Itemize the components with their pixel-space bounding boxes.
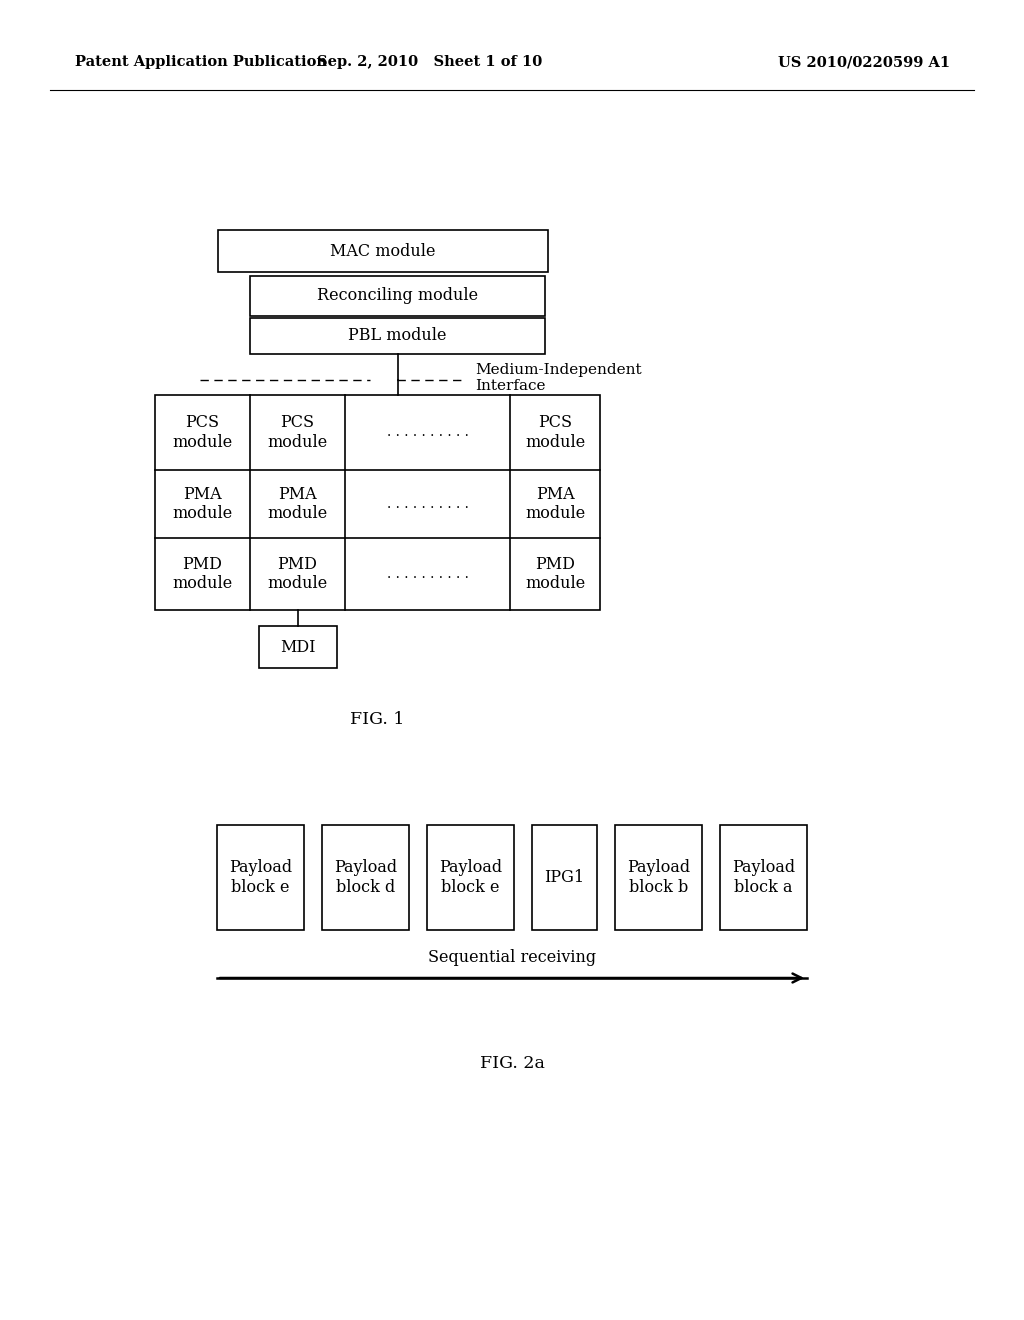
Text: . . . . . . . . . .: . . . . . . . . . . (387, 568, 468, 581)
Text: PMA
module: PMA module (525, 486, 585, 523)
Text: Sep. 2, 2010   Sheet 1 of 10: Sep. 2, 2010 Sheet 1 of 10 (317, 55, 543, 69)
Text: FIG. 2a: FIG. 2a (479, 1055, 545, 1072)
Text: MAC module: MAC module (331, 243, 436, 260)
Bar (250, 276, 545, 315)
Text: Medium-Independent
Interface: Medium-Independent Interface (475, 363, 642, 393)
Text: PMA
module: PMA module (172, 486, 232, 523)
Bar (615, 825, 702, 931)
Text: Patent Application Publication: Patent Application Publication (75, 55, 327, 69)
Bar (720, 825, 807, 931)
Text: PMD
module: PMD module (267, 556, 328, 593)
Bar (218, 230, 548, 272)
Text: Payload
block d: Payload block d (334, 859, 397, 896)
Bar (250, 318, 545, 354)
Text: Payload
block e: Payload block e (439, 859, 502, 896)
Text: . . . . . . . . . .: . . . . . . . . . . (387, 498, 468, 511)
Text: PMD
module: PMD module (525, 556, 585, 593)
Text: MDI: MDI (280, 639, 315, 656)
Text: PCS
module: PCS module (267, 414, 328, 451)
Text: Reconciling module: Reconciling module (317, 288, 478, 305)
Text: PCS
module: PCS module (525, 414, 585, 451)
Text: Payload
block b: Payload block b (627, 859, 690, 896)
Text: PMA
module: PMA module (267, 486, 328, 523)
Bar (258, 626, 337, 668)
Text: PMD
module: PMD module (172, 556, 232, 593)
Text: US 2010/0220599 A1: US 2010/0220599 A1 (778, 55, 950, 69)
Bar (217, 825, 304, 931)
Text: PBL module: PBL module (348, 327, 446, 345)
Bar (322, 825, 409, 931)
Bar (532, 825, 597, 931)
Bar (155, 395, 600, 610)
Text: Sequential receiving: Sequential receiving (428, 949, 596, 966)
Text: Payload
block e: Payload block e (229, 859, 292, 896)
Text: IPG1: IPG1 (545, 869, 585, 886)
Text: . . . . . . . . . .: . . . . . . . . . . (387, 425, 468, 440)
Bar (427, 825, 514, 931)
Text: FIG. 1: FIG. 1 (350, 711, 404, 729)
Text: Payload
block a: Payload block a (732, 859, 795, 896)
Text: PCS
module: PCS module (172, 414, 232, 451)
